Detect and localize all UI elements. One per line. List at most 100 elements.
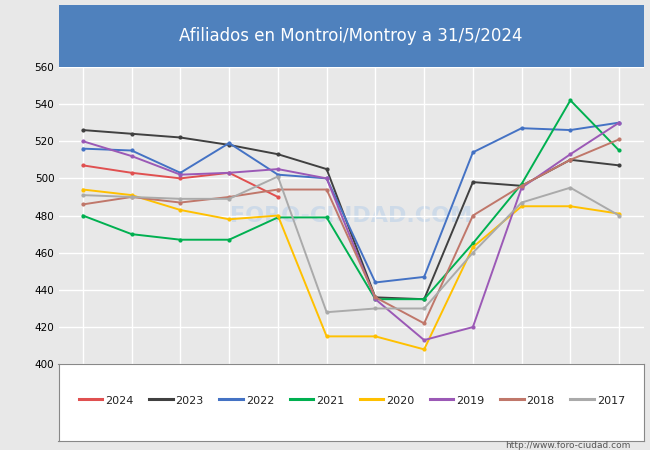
2017: [225, 196, 233, 202]
Text: 2019: 2019: [456, 396, 484, 406]
2019: [566, 152, 575, 157]
2019: [517, 185, 525, 190]
2023: [517, 183, 525, 189]
2017: [79, 193, 87, 198]
2019: [177, 172, 185, 177]
2023: [274, 152, 282, 157]
2018: [420, 321, 428, 326]
2021: [225, 237, 233, 243]
2018: [372, 295, 380, 300]
2022: [372, 280, 380, 285]
2021: [127, 231, 136, 237]
2019: [615, 120, 623, 125]
2022: [274, 172, 282, 177]
Text: 2018: 2018: [526, 396, 554, 406]
Line: 2022: 2022: [81, 121, 621, 284]
2021: [420, 297, 428, 302]
2021: [177, 237, 185, 243]
2024: [177, 176, 185, 181]
2023: [469, 180, 477, 185]
2021: [79, 213, 87, 218]
2024: [274, 194, 282, 200]
Text: 2021: 2021: [316, 396, 344, 406]
2017: [615, 213, 623, 218]
2018: [566, 157, 575, 162]
Line: 2020: 2020: [81, 188, 621, 351]
2017: [566, 185, 575, 190]
Text: Afiliados en Montroi/Montroy a 31/5/2024: Afiliados en Montroi/Montroy a 31/5/2024: [179, 27, 523, 45]
2019: [127, 153, 136, 159]
2022: [79, 146, 87, 151]
2019: [420, 338, 428, 343]
Line: 2021: 2021: [81, 99, 621, 301]
2020: [372, 333, 380, 339]
Text: http://www.foro-ciudad.com: http://www.foro-ciudad.com: [505, 441, 630, 450]
2019: [79, 139, 87, 144]
2019: [225, 170, 233, 176]
2018: [322, 187, 330, 192]
2017: [372, 306, 380, 311]
Text: FORO-CIUDAD.COM: FORO-CIUDAD.COM: [230, 206, 472, 225]
2019: [274, 166, 282, 172]
2021: [615, 148, 623, 153]
2023: [79, 127, 87, 133]
Text: 2023: 2023: [176, 396, 203, 406]
2021: [566, 98, 575, 103]
2020: [566, 203, 575, 209]
Line: 2019: 2019: [81, 121, 621, 342]
2018: [177, 200, 185, 205]
Text: 2020: 2020: [386, 396, 414, 406]
2023: [177, 135, 185, 140]
2020: [615, 211, 623, 216]
2023: [420, 297, 428, 302]
2022: [177, 170, 185, 176]
2022: [127, 148, 136, 153]
2017: [127, 194, 136, 200]
2021: [322, 215, 330, 220]
2021: [372, 297, 380, 302]
Line: 2018: 2018: [81, 138, 621, 325]
2017: [274, 174, 282, 179]
2023: [566, 157, 575, 162]
2022: [615, 120, 623, 125]
2017: [517, 200, 525, 205]
2020: [420, 346, 428, 352]
2019: [372, 297, 380, 302]
2020: [225, 216, 233, 222]
2022: [420, 274, 428, 279]
2020: [469, 244, 477, 250]
2022: [517, 126, 525, 131]
2022: [469, 150, 477, 155]
2020: [274, 213, 282, 218]
2017: [177, 196, 185, 202]
2021: [274, 215, 282, 220]
2017: [420, 306, 428, 311]
2017: [469, 250, 477, 256]
2024: [79, 162, 87, 168]
2020: [79, 187, 87, 192]
2021: [517, 181, 525, 187]
Line: 2023: 2023: [81, 129, 621, 301]
Text: 2024: 2024: [105, 396, 134, 406]
Line: 2017: 2017: [81, 175, 621, 314]
2024: [127, 170, 136, 176]
2022: [322, 176, 330, 181]
2022: [225, 140, 233, 146]
2022: [566, 127, 575, 133]
Text: 2017: 2017: [597, 396, 625, 406]
2020: [517, 203, 525, 209]
2017: [322, 310, 330, 315]
2023: [127, 131, 136, 136]
2023: [225, 142, 233, 148]
2018: [517, 183, 525, 189]
Line: 2024: 2024: [81, 164, 280, 198]
2018: [127, 194, 136, 200]
2020: [177, 207, 185, 213]
2020: [127, 193, 136, 198]
2018: [274, 187, 282, 192]
2018: [79, 202, 87, 207]
2018: [225, 194, 233, 200]
Text: 2022: 2022: [246, 396, 274, 406]
2023: [615, 162, 623, 168]
2018: [469, 213, 477, 218]
